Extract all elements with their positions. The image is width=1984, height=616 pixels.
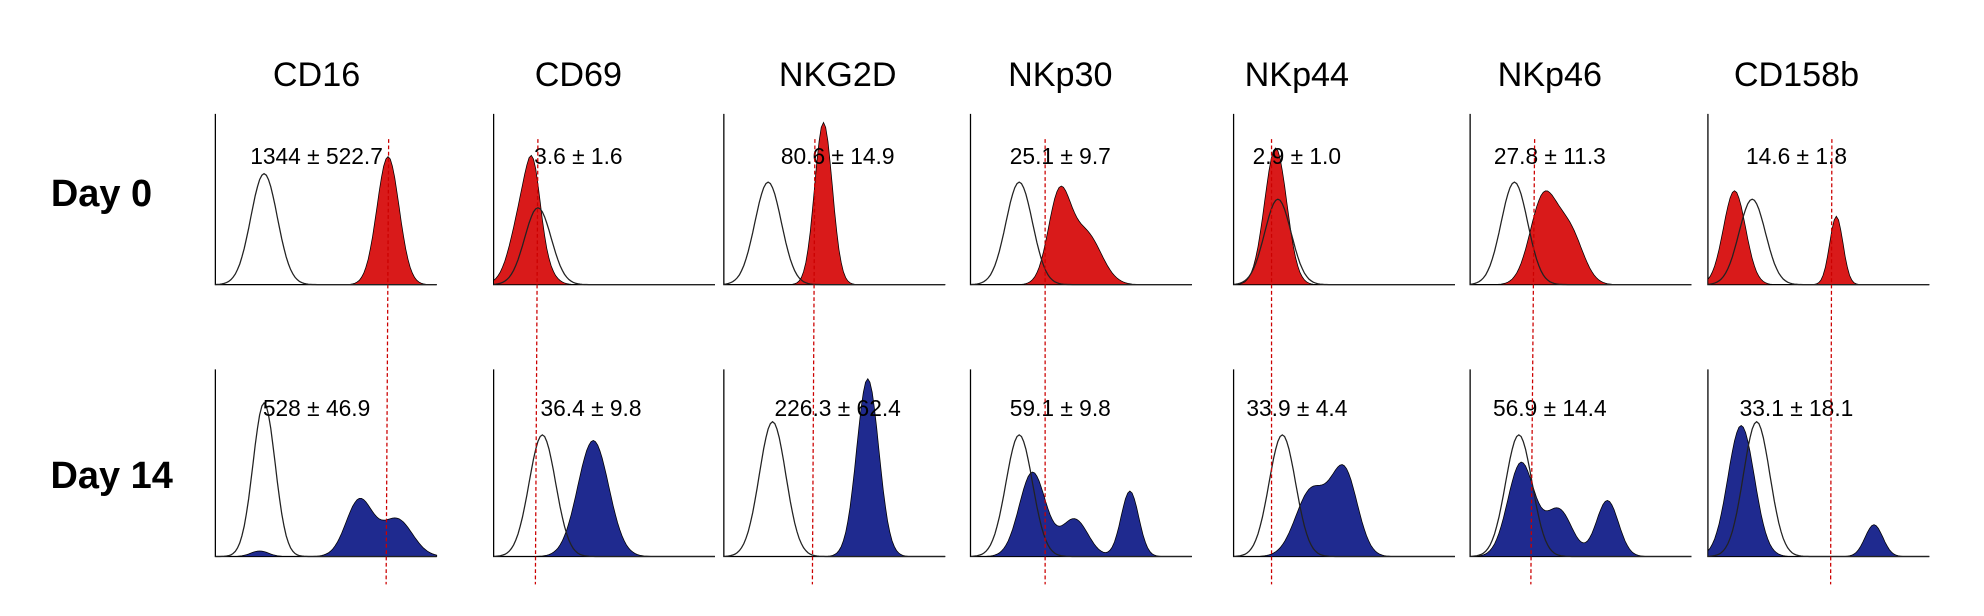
column-header: CD69	[535, 56, 622, 94]
filled-histogram	[215, 156, 437, 285]
control-histogram	[1470, 181, 1692, 286]
reference-line	[1829, 139, 1833, 585]
control-histogram	[493, 434, 715, 558]
mfi-annotation: 14.6 ± 1.8	[1746, 143, 1847, 169]
control-histogram	[1470, 434, 1692, 558]
mfi-annotation: 27.8 ± 11.3	[1494, 143, 1606, 169]
mfi-annotation: 56.9 ± 14.4	[1493, 395, 1607, 421]
mfi-annotation: 33.9 ± 4.4	[1246, 395, 1347, 421]
control-histogram	[1233, 434, 1455, 558]
column-header: CD158b	[1734, 56, 1859, 94]
histogram-panel	[723, 369, 946, 558]
column-header: NKp44	[1245, 56, 1349, 94]
control-histogram	[1707, 198, 1930, 286]
control-histogram	[493, 207, 715, 286]
histogram-panel	[1469, 369, 1692, 558]
row-label: Day 0	[51, 173, 152, 215]
filled-histogram	[215, 497, 438, 557]
mfi-annotation: 1344 ± 522.7	[250, 143, 383, 169]
control-histogram	[215, 401, 437, 558]
column-header: NKp30	[1008, 56, 1112, 94]
reference-line	[534, 139, 539, 585]
histogram-panel	[1707, 369, 1930, 558]
control-histogram	[215, 172, 437, 286]
filled-histogram	[1470, 190, 1692, 285]
histogram-panel	[1469, 113, 1692, 286]
histogram-panel	[1707, 113, 1930, 286]
mfi-annotation: 3.6 ± 1.6	[534, 143, 622, 169]
histogram-panel	[969, 113, 1192, 286]
column-header: NKp46	[1498, 56, 1602, 94]
histogram-panel	[214, 369, 438, 558]
histogram-panel	[493, 369, 715, 558]
mfi-annotation: 226.3 ± 62.4	[775, 395, 901, 421]
control-histogram	[723, 420, 946, 558]
mfi-annotation: 2.9 ± 1.0	[1253, 143, 1341, 169]
reference-line	[1530, 139, 1536, 585]
histogram-panel	[969, 369, 1192, 558]
filled-histogram	[1470, 461, 1692, 557]
mfi-annotation: 80.6 ± 14.9	[781, 143, 895, 169]
histogram-panel	[1232, 369, 1455, 558]
histogram-panel	[493, 113, 715, 286]
filled-histogram	[1233, 464, 1455, 557]
filled-histogram	[1707, 190, 1930, 285]
control-histogram	[1707, 420, 1930, 558]
filled-histogram	[970, 471, 1192, 557]
histogram-panel	[214, 113, 437, 286]
reference-line	[811, 139, 816, 585]
mfi-annotation: 59.1 ± 9.8	[1010, 395, 1111, 421]
histogram-panel	[723, 113, 946, 286]
histogram-panel	[1232, 113, 1455, 286]
filled-histogram	[493, 154, 715, 285]
control-histogram	[723, 181, 946, 286]
mfi-annotation: 33.1 ± 18.1	[1740, 395, 1854, 421]
control-histogram	[970, 434, 1192, 558]
mfi-annotation: 528 ± 46.9	[263, 395, 370, 421]
reference-line	[385, 139, 390, 585]
mfi-annotation: 25.1 ± 9.7	[1010, 143, 1111, 169]
control-histogram	[1233, 198, 1455, 286]
row-label: Day 14	[50, 455, 172, 497]
mfi-annotation: 36.4 ± 9.8	[541, 395, 642, 421]
control-histogram	[970, 181, 1192, 286]
column-header: CD16	[273, 56, 360, 94]
column-header: NKG2D	[779, 56, 897, 94]
